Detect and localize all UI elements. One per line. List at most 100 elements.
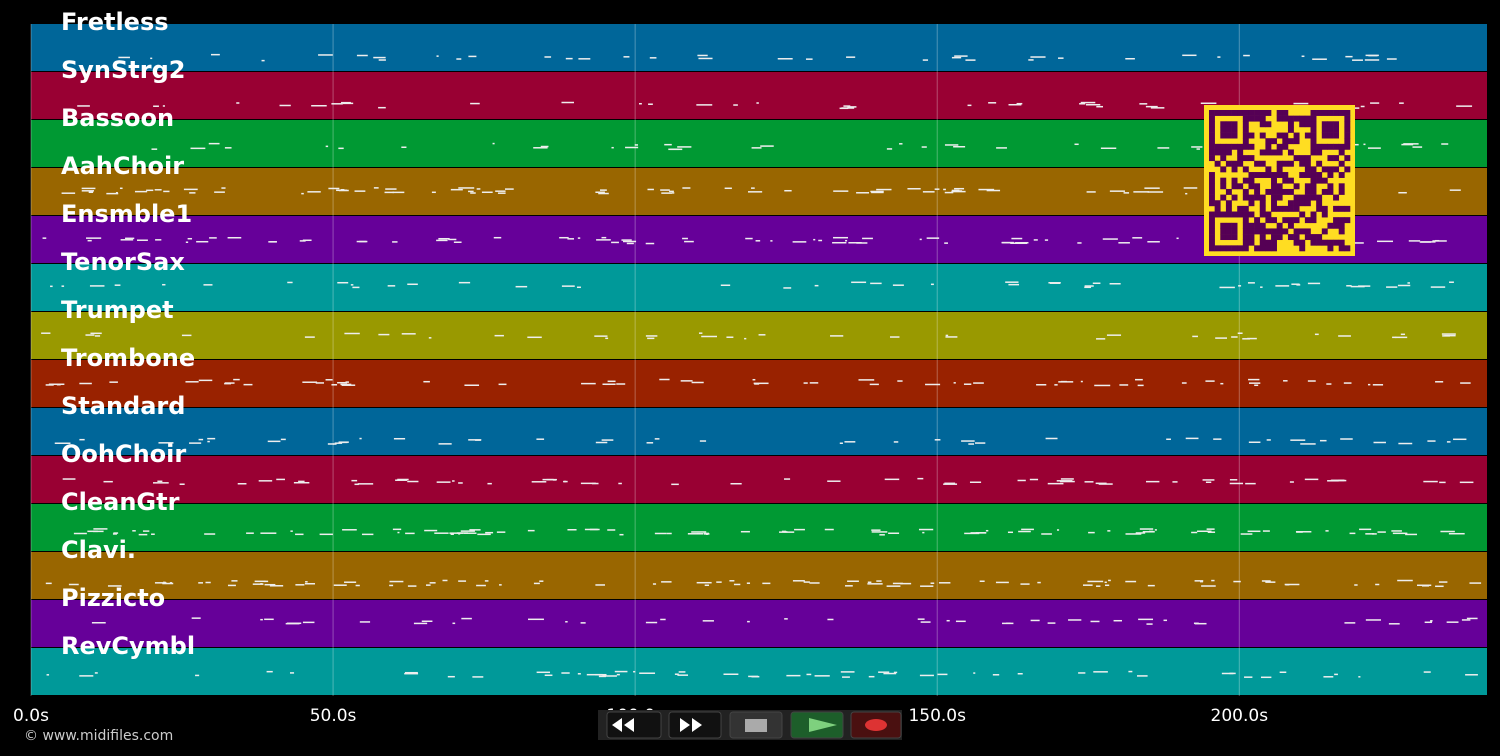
note: [561, 672, 570, 674]
note: [602, 675, 617, 677]
controls: [598, 710, 902, 740]
qr-module: [1321, 166, 1328, 173]
note: [319, 533, 333, 536]
qr-module: [1316, 149, 1323, 156]
note: [1213, 438, 1222, 440]
qr-module: [1259, 245, 1266, 252]
note: [458, 281, 471, 284]
note: [453, 241, 462, 243]
qr-module: [1209, 110, 1215, 116]
track-lane: [31, 408, 1487, 455]
qr-module: [1287, 115, 1294, 122]
note: [1182, 54, 1197, 57]
note: [1460, 382, 1471, 384]
stop-button[interactable]: [729, 711, 783, 739]
note: [943, 483, 958, 485]
note: [1469, 582, 1482, 584]
qr-module: [1248, 172, 1255, 178]
note: [93, 528, 108, 530]
note: [1408, 240, 1421, 242]
record-button[interactable]: [850, 711, 902, 739]
note: [919, 674, 934, 677]
note: [477, 533, 491, 536]
note: [684, 240, 694, 243]
note: [73, 532, 87, 535]
qr-module: [1225, 121, 1232, 128]
note: [354, 190, 366, 192]
note: [1325, 530, 1329, 532]
note: [1041, 533, 1052, 535]
note: [1144, 187, 1160, 189]
qr-module: [1265, 149, 1272, 156]
qr-module: [1242, 194, 1249, 201]
qr-module: [1231, 143, 1238, 150]
copyright: © www.midifiles.com: [24, 728, 173, 744]
note: [404, 672, 419, 675]
qr-module: [1209, 115, 1215, 122]
rewind-button[interactable]: [606, 711, 662, 739]
note: [475, 439, 481, 441]
note: [944, 482, 956, 485]
note: [1456, 105, 1473, 107]
note: [337, 381, 348, 384]
note: [539, 580, 544, 582]
note: [1058, 381, 1074, 383]
note: [751, 147, 762, 149]
forward-button[interactable]: [668, 711, 722, 739]
note: [605, 337, 609, 340]
note: [205, 581, 211, 584]
note: [845, 585, 853, 587]
note: [1106, 334, 1122, 336]
play-button[interactable]: [790, 711, 844, 739]
qr-module: [1293, 183, 1300, 190]
note: [758, 334, 766, 336]
note: [361, 533, 374, 536]
note: [461, 617, 472, 620]
qr-module: [1225, 211, 1232, 218]
qr-module: [1237, 245, 1244, 252]
note: [1326, 383, 1332, 385]
note: [1185, 192, 1188, 195]
qr-module: [1310, 234, 1317, 241]
note: [740, 530, 750, 533]
note: [646, 442, 654, 444]
note: [328, 187, 340, 190]
qr-module: [1321, 228, 1328, 235]
qr-module: [1209, 245, 1215, 252]
qr-module: [1327, 110, 1334, 116]
qr-module: [1248, 194, 1255, 201]
note: [1092, 282, 1101, 285]
qr-module: [1231, 183, 1238, 190]
note: [827, 480, 841, 482]
qr-module: [1333, 132, 1340, 139]
qr-module: [1237, 183, 1244, 190]
qr-module: [1209, 239, 1215, 246]
note: [162, 283, 166, 286]
note: [995, 581, 1009, 584]
note: [660, 618, 666, 621]
note: [1307, 282, 1321, 285]
note: [1215, 337, 1227, 339]
note: [986, 189, 1001, 192]
qr-module: [1304, 217, 1311, 224]
track-name: Ensmble1: [61, 200, 192, 228]
note: [747, 620, 750, 623]
note: [90, 332, 102, 335]
note: [1441, 143, 1449, 145]
qr-module: [1310, 194, 1317, 201]
note: [190, 147, 206, 150]
note: [1123, 192, 1130, 194]
note: [533, 582, 540, 585]
qr-module: [1276, 194, 1283, 201]
note: [527, 336, 542, 339]
qr-module: [1242, 138, 1249, 145]
qr-module: [1231, 132, 1238, 139]
note: [953, 382, 956, 384]
track-lane: [31, 504, 1487, 551]
qr-module: [1344, 217, 1351, 224]
note: [463, 532, 477, 534]
note: [515, 285, 528, 288]
note: [208, 142, 220, 145]
qr-module: [1254, 160, 1261, 167]
note: [115, 191, 118, 194]
